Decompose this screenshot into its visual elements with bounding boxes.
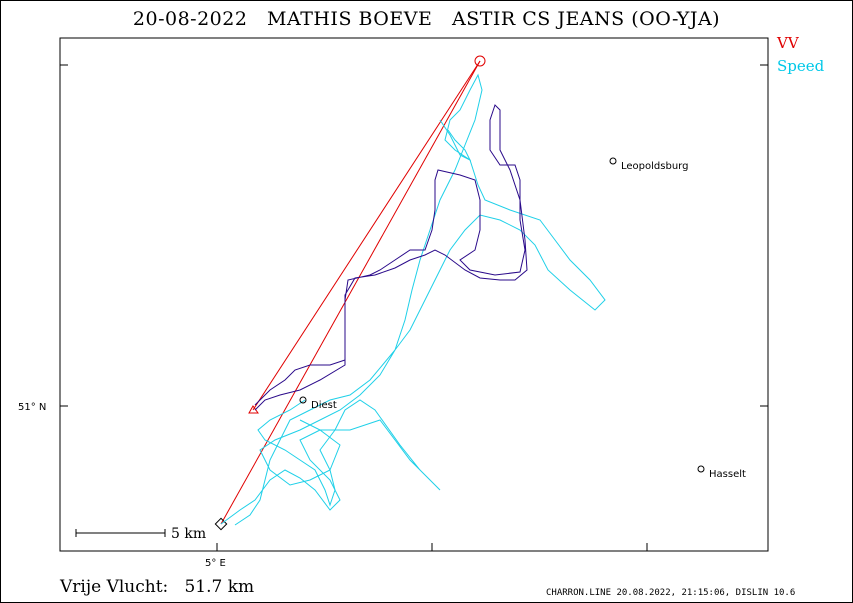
flight-track-cyan-2: [257, 399, 441, 507]
flight-track-cyan-3: [439, 119, 472, 162]
city-marker-diest: [299, 396, 307, 404]
flight-track-cyan: [220, 73, 606, 526]
city-label-hasselt: Hasselt: [709, 469, 746, 480]
city-label-leopoldsburg: Leopoldsburg: [621, 161, 688, 172]
task-lines: [220, 55, 486, 525]
free-flight-distance: Vrije Vlucht: 51.7 km: [60, 577, 255, 597]
plot-border: [59, 37, 769, 552]
scale-bar-label: 5 km: [171, 526, 206, 542]
flight-track-purple: [254, 104, 528, 411]
x-tick-label: 5° E: [205, 558, 226, 569]
y-tick-label: 51° N: [18, 402, 46, 413]
city-marker-leopoldsburg: [609, 157, 617, 165]
map-title: 20-08-2022 MATHIS BOEVE ASTIR CS JEANS (…: [132, 8, 721, 30]
software-credit: CHARRON.LINE 20.08.2022, 21:15:06, DISLI…: [546, 588, 796, 598]
legend-vv: VV: [777, 34, 799, 52]
city-marker-hasselt: [697, 465, 705, 473]
start-marker: [214, 517, 228, 531]
legend-speed: Speed: [777, 57, 825, 75]
scale-bar: [75, 529, 166, 537]
city-label-diest: Diest: [311, 400, 337, 411]
axis-ticks: [60, 64, 768, 551]
